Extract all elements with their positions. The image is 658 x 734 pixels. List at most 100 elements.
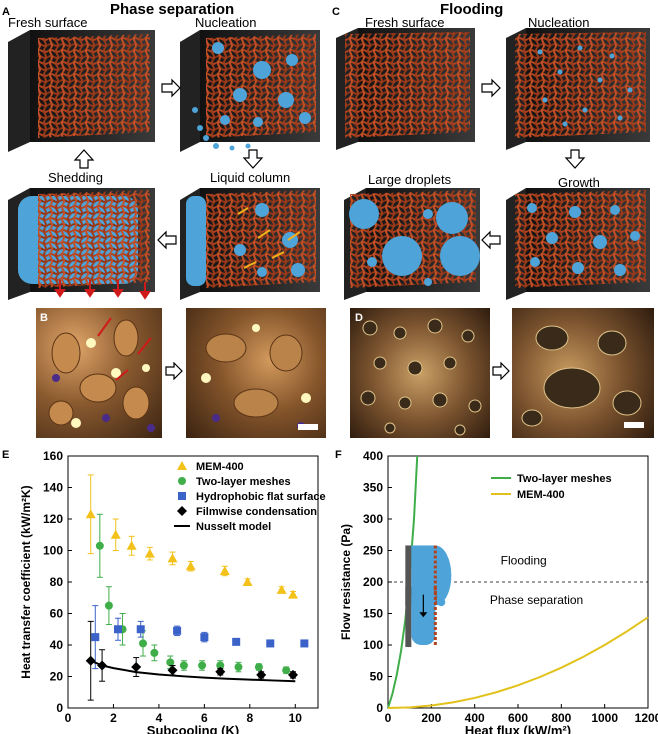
data-point <box>288 589 298 599</box>
legend-swatch-e <box>178 477 186 485</box>
chart-f: 0 50 100 150 200 250 300 350 400 0 200 400 600 800 100… <box>339 449 658 734</box>
y-tick-label-f: 400 <box>363 449 383 463</box>
label-shedding: Shedding <box>48 170 103 185</box>
legend-label-e: Nusselt model <box>196 521 271 533</box>
schematic-a-arrows <box>73 78 264 250</box>
legend-label-e: Hydrophobic flat surface <box>196 491 326 503</box>
y-tick-label-e: 0 <box>56 701 63 715</box>
schematic-a-liquid-column <box>180 188 320 300</box>
legend-label-f: Two-layer meshes <box>517 473 612 485</box>
y-tick-label-f: 200 <box>363 575 383 589</box>
panel-letter-a: A <box>2 6 10 18</box>
y-axis-label-e: Heat transfer coefficient (kW/m²K) <box>19 485 33 678</box>
legend-swatch-e <box>178 492 186 500</box>
inset-arrowhead <box>419 612 428 618</box>
inset-droplet <box>437 598 446 607</box>
x-tick-label-e: 10 <box>289 711 303 725</box>
x-axis-label-e: Subcooling (K) <box>147 723 239 734</box>
data-point <box>288 669 298 680</box>
y-axis-label-f: Flow resistance (Pa) <box>339 524 353 640</box>
schematic-c-nucleation <box>506 28 650 150</box>
schematic-c-growth <box>506 188 650 300</box>
arrow-b <box>165 362 183 380</box>
data-point <box>282 666 291 675</box>
x-tick-label-f: 0 <box>385 711 392 725</box>
x-tick-label-e: 4 <box>156 711 163 725</box>
y-tick-label-e: 20 <box>50 670 64 684</box>
label-fresh-surface-left: Fresh surface <box>8 15 88 30</box>
data-point <box>215 666 226 677</box>
x-tick-label-e: 2 <box>110 711 117 725</box>
label-large-droplets: Large droplets <box>368 172 452 187</box>
x-tick-label-e: 8 <box>246 711 253 725</box>
arrow-d <box>492 362 510 380</box>
y-tick-label-f: 250 <box>363 544 383 558</box>
data-point <box>139 639 147 648</box>
photo-b-right <box>186 308 326 438</box>
legend-swatch-e <box>177 461 187 470</box>
series-line-f-0 <box>387 455 419 709</box>
y-tick-label-f: 0 <box>376 701 383 715</box>
x-tick-label-e: 6 <box>201 711 208 725</box>
schematic-a-fresh <box>8 30 155 152</box>
photo-b-right-drawing <box>201 324 311 430</box>
panel-letter-e: E <box>2 449 10 461</box>
annotation-flooding: Flooding <box>501 553 547 567</box>
data-point <box>104 601 113 610</box>
data-point <box>95 541 104 550</box>
panel-letter-f: F <box>335 449 342 461</box>
data-point <box>114 625 122 634</box>
y-tick-label-f: 150 <box>363 607 383 621</box>
legend-label-e: MEM-400 <box>196 461 244 473</box>
x-tick-label-f: 1000 <box>591 711 618 725</box>
data-point <box>216 661 225 670</box>
inset-substrate <box>405 587 412 648</box>
photo-b-left <box>36 308 162 438</box>
data-point <box>85 509 96 519</box>
data-point <box>242 577 253 586</box>
y-tick-label-f: 350 <box>363 481 383 495</box>
schematic-panels <box>8 28 650 300</box>
data-point <box>136 625 145 634</box>
legend-label-e: Two-layer meshes <box>196 476 291 488</box>
data-point <box>110 529 121 539</box>
label-nucleation-right: Nucleation <box>528 15 590 30</box>
data-point <box>254 663 263 672</box>
series-e-0 <box>85 474 298 599</box>
label-growth: Growth <box>558 175 600 190</box>
nusselt-model-line <box>90 659 296 683</box>
panel-letter-d: D <box>355 312 363 324</box>
series-e-4 <box>90 659 296 683</box>
data-point <box>166 658 175 667</box>
y-tick-label-f: 50 <box>370 670 384 684</box>
y-tick-label-e: 40 <box>50 638 64 652</box>
phase-separation-title: Phase separation <box>110 1 235 18</box>
x-tick-label-f: 200 <box>421 711 441 725</box>
x-tick-label-e: 0 <box>65 711 72 725</box>
photo-b-left-drawing <box>48 317 155 432</box>
data-point <box>219 565 230 575</box>
photo-d-right-drawing <box>521 325 642 427</box>
y-tick-label-e: 60 <box>50 607 64 621</box>
data-point <box>144 548 155 558</box>
data-point <box>91 633 100 642</box>
series-e-3 <box>85 620 298 701</box>
data-point <box>150 648 159 657</box>
x-axis-label-f: Heat flux (kW/m²) <box>465 723 571 734</box>
data-point <box>232 637 241 646</box>
panel-letter-c: C <box>332 6 340 18</box>
data-point <box>167 665 178 676</box>
data-point <box>173 626 182 635</box>
inset-substrate <box>405 545 412 606</box>
data-point <box>256 669 267 680</box>
panel-letter-b: B <box>40 312 48 324</box>
data-point <box>198 661 207 670</box>
label-fresh-surface-right: Fresh surface <box>365 15 445 30</box>
label-nucleation-left: Nucleation <box>195 15 257 30</box>
photo-d-left-drawing <box>360 318 482 436</box>
label-liquid-column: Liquid column <box>210 170 291 185</box>
data-point <box>179 661 188 670</box>
x-tick-label-f: 800 <box>551 711 571 725</box>
legend-label-e: Filmwise condensation <box>196 506 317 518</box>
flooding-title: Flooding <box>440 1 504 18</box>
